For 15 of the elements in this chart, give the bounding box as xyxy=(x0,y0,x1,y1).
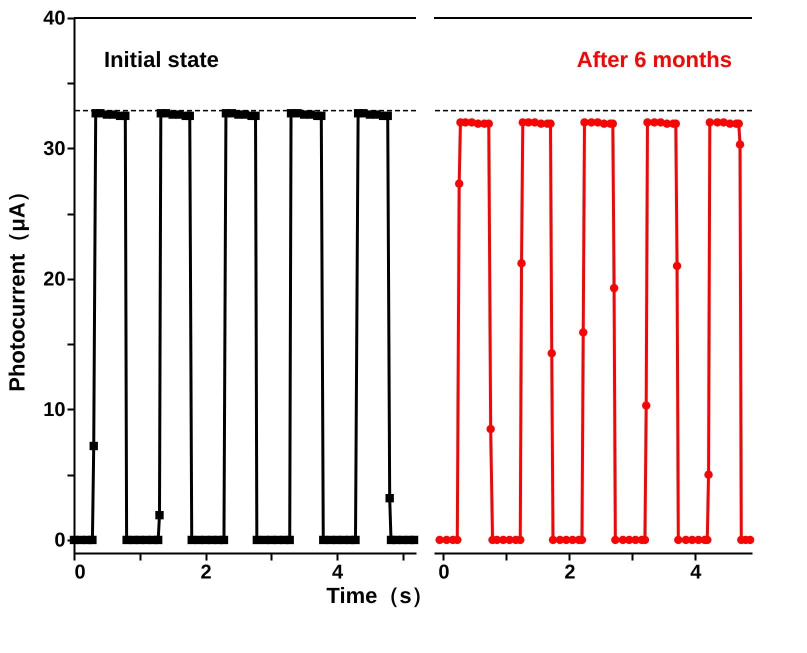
x-tick-label: 4 xyxy=(332,562,344,584)
y-axis-title: Photocurrent（μA） xyxy=(4,180,30,392)
y-tick-label: 40 xyxy=(43,8,66,30)
x-tick-label: 2 xyxy=(564,562,576,584)
x-tick-label: 0 xyxy=(74,562,86,584)
y-tick-label: 0 xyxy=(54,529,66,552)
y-tick-label: 10 xyxy=(43,398,66,421)
y-tick-label: 30 xyxy=(43,138,66,160)
x-axis-title: Time（s） xyxy=(326,583,434,608)
x-tick-label: 0 xyxy=(438,562,450,584)
x-tick-label: 2 xyxy=(200,562,212,584)
annotation: Initial state xyxy=(104,47,219,72)
y-tick-label: 20 xyxy=(43,268,66,290)
annotation: After 6 months xyxy=(576,47,732,72)
x-tick-label: 4 xyxy=(690,562,702,584)
